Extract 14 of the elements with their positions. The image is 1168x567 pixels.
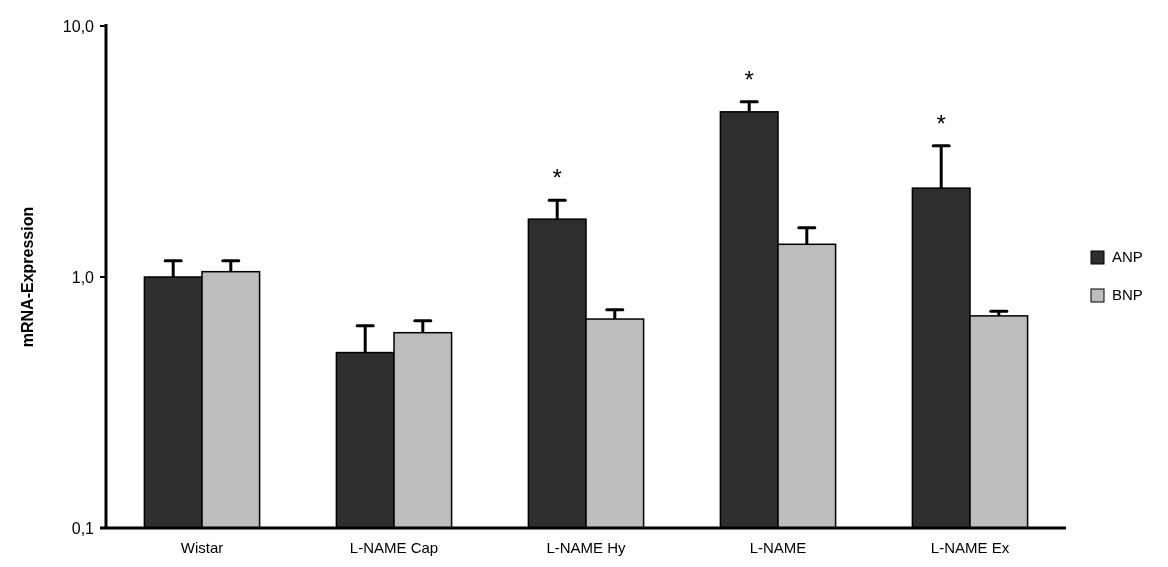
x-tick-label: L-NAME Ex bbox=[930, 539, 1010, 556]
legend-label: ANP bbox=[1112, 248, 1143, 266]
legend-label: BNP bbox=[1112, 286, 1143, 304]
y-tick-label: 1,0 bbox=[71, 268, 95, 286]
x-tick-label: L-NAME bbox=[749, 539, 807, 556]
y-tick-label: 0,1 bbox=[71, 519, 95, 537]
y-axis-title: mRNA-Expression bbox=[19, 206, 36, 348]
y-tick-label: 10,0 bbox=[62, 17, 95, 35]
x-tick-label: L-NAME Cap bbox=[349, 539, 439, 556]
annotation: * bbox=[936, 109, 946, 137]
x-tick-label: L-NAME Hy bbox=[546, 539, 627, 556]
annotation: * bbox=[552, 164, 562, 192]
annotation: * bbox=[744, 65, 754, 93]
x-tick-label: Wistar bbox=[180, 539, 224, 556]
